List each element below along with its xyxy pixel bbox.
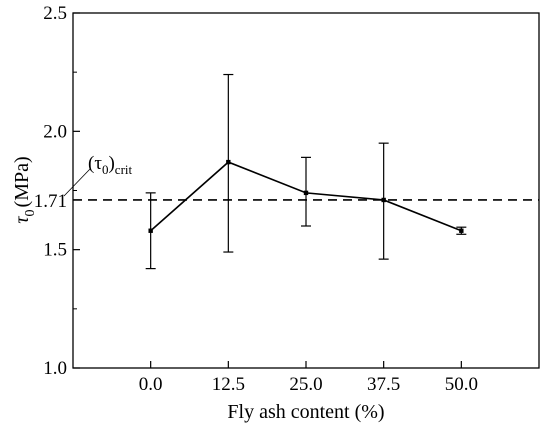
annotation-leader-line [63, 168, 91, 197]
y-axis-title: τ0(MPa) [11, 156, 38, 223]
x-tick-label: 37.5 [367, 374, 400, 395]
axis-labels: 0.0 12.5 25.0 37.5 50.0 1.0 1.5 2.0 2.5 [43, 3, 478, 395]
y-tick-label: 2.0 [43, 121, 67, 142]
x-axis-title: Fly ash content (%) [227, 401, 384, 423]
data-point [226, 159, 231, 165]
y-tick-label: 1.0 [43, 358, 67, 379]
reference-value-label: 1.71 [34, 191, 67, 212]
y-tick-label: 2.5 [43, 3, 67, 24]
x-tick-label: 25.0 [289, 374, 322, 395]
data-point [459, 228, 464, 233]
data-point [303, 190, 309, 196]
x-tick-label: 12.5 [212, 374, 245, 395]
data-point [381, 197, 386, 203]
data-point [148, 228, 153, 233]
chart-marks [145, 73, 467, 270]
reference-annotation: (τ0)crit [88, 153, 133, 177]
x-tick-label: 0.0 [139, 374, 163, 395]
x-tick-label: 50.0 [445, 374, 478, 395]
y-tick-label: 1.5 [43, 240, 67, 261]
